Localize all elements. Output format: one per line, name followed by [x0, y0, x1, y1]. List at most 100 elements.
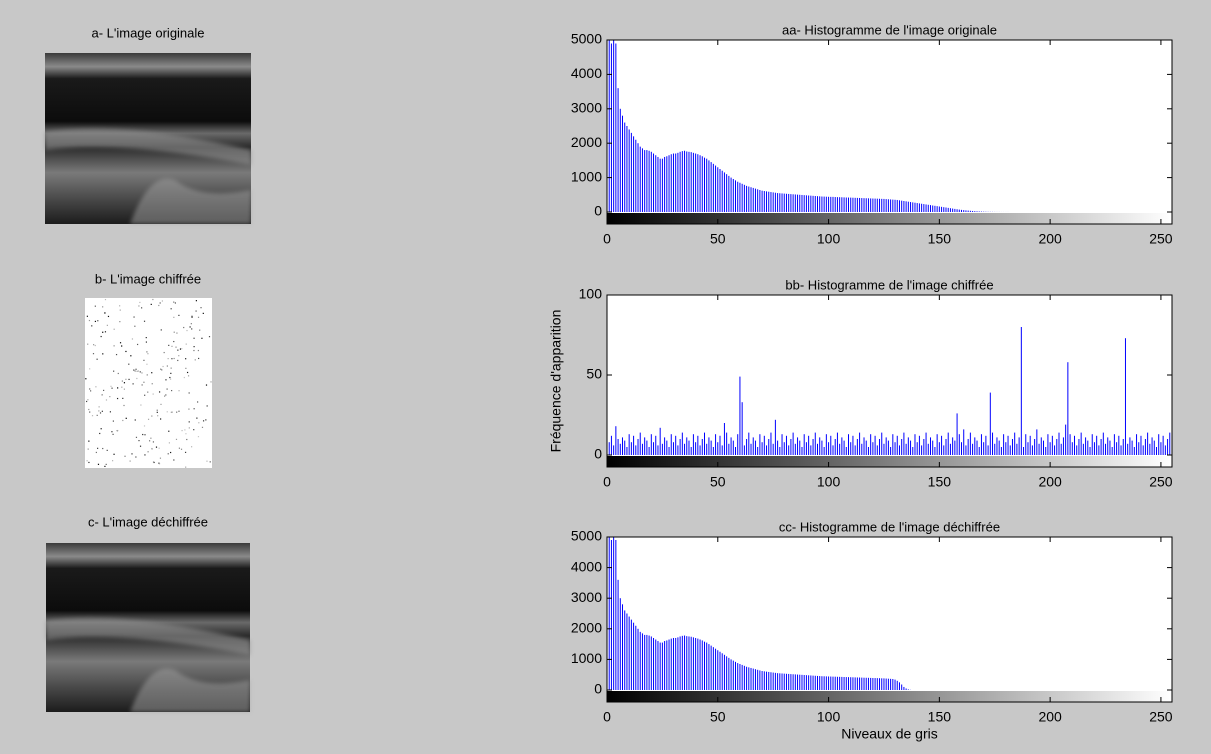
speckle: [123, 382, 126, 384]
speckle: [170, 308, 172, 310]
y-tick-label: 0: [594, 681, 602, 697]
speckle: [184, 451, 187, 453]
speckle: [185, 466, 187, 468]
speckle: [87, 399, 89, 401]
speckle: [176, 411, 178, 413]
speckle: [209, 461, 211, 463]
speckle: [156, 409, 158, 411]
speckle: [183, 326, 185, 329]
speckle: [121, 386, 123, 388]
speckle: [166, 388, 168, 390]
x-tick-label: 200: [1038, 231, 1062, 247]
speckle: [143, 425, 146, 427]
speckle: [147, 451, 149, 453]
x-tick-label: 250: [1149, 474, 1173, 490]
y-tick-label: 5000: [571, 31, 602, 47]
speckle: [188, 421, 190, 423]
speckle: [131, 453, 133, 455]
speckle: [191, 316, 193, 318]
speckle: [123, 388, 125, 390]
speckle: [134, 419, 136, 421]
speckle: [188, 408, 190, 410]
speckle: [183, 376, 185, 379]
speckle: [89, 368, 91, 370]
speckle: [147, 418, 150, 420]
speckle: [173, 357, 175, 360]
speckle: [99, 432, 101, 435]
plot-area: [607, 295, 1173, 455]
speckle: [86, 315, 88, 317]
speckle: [94, 305, 96, 307]
speckle: [99, 412, 102, 414]
speckle: [97, 447, 99, 449]
speckle: [191, 315, 193, 317]
speckle: [91, 325, 93, 327]
speckle: [151, 383, 153, 385]
speckle: [158, 304, 160, 307]
speckle: [143, 320, 146, 322]
speckle: [128, 378, 130, 381]
speckle: [197, 401, 199, 403]
speckle: [88, 408, 90, 411]
speckle: [202, 312, 204, 314]
speckle: [89, 388, 91, 390]
speckle: [158, 391, 161, 393]
speckle: [143, 381, 145, 383]
speckle: [95, 451, 97, 454]
y-tick-label: 3000: [571, 589, 602, 605]
x-tick-label: 100: [817, 474, 841, 490]
speckle: [185, 367, 187, 369]
speckle: [121, 380, 123, 382]
speckle: [119, 321, 121, 323]
speckle: [190, 323, 192, 325]
speckle: [101, 394, 103, 396]
speckle: [146, 351, 148, 353]
x-tick-label: 150: [928, 474, 952, 490]
speckle: [139, 445, 142, 447]
speckle: [98, 410, 100, 412]
speckle: [100, 335, 102, 338]
x-tick-label: 250: [1149, 709, 1173, 725]
image-encrypted: [85, 298, 212, 468]
y-tick-label: 2000: [571, 134, 602, 150]
x-tick-label: 200: [1038, 709, 1062, 725]
image-decrypted: [46, 543, 250, 712]
speckle: [144, 454, 146, 456]
speckle: [129, 460, 131, 462]
speckle: [104, 331, 107, 333]
speckle: [148, 440, 151, 442]
chart-title: cc- Histogramme de l'image déchiffrée: [779, 519, 1000, 534]
image-title: c- L'image déchiffrée: [88, 514, 208, 529]
speckle: [123, 404, 125, 407]
speckle: [145, 336, 147, 339]
speckle: [166, 365, 168, 367]
speckle: [178, 355, 180, 357]
speckle: [152, 393, 154, 395]
speckle: [138, 439, 140, 442]
y-tick-label: 4000: [571, 558, 602, 574]
axes-box: [606, 294, 1173, 468]
speckle: [159, 302, 161, 304]
y-tick-label: 0: [594, 203, 602, 219]
speckle: [119, 342, 122, 344]
speckle: [136, 370, 138, 372]
speckle: [181, 429, 183, 432]
speckle: [94, 344, 96, 347]
speckle: [109, 395, 111, 398]
speckle: [170, 411, 172, 413]
speckle: [163, 351, 165, 354]
speckle: [206, 405, 208, 407]
speckle: [102, 353, 104, 355]
speckle: [178, 314, 180, 316]
speckle: [167, 357, 169, 360]
speckle: [177, 349, 179, 351]
axes-box: [606, 39, 1173, 225]
gray-colorbar: [607, 456, 1172, 467]
speckle: [184, 429, 186, 431]
x-tick-label: 50: [710, 474, 726, 490]
x-tick-label: 250: [1149, 231, 1173, 247]
speckle: [150, 303, 152, 305]
speckle: [171, 345, 173, 347]
